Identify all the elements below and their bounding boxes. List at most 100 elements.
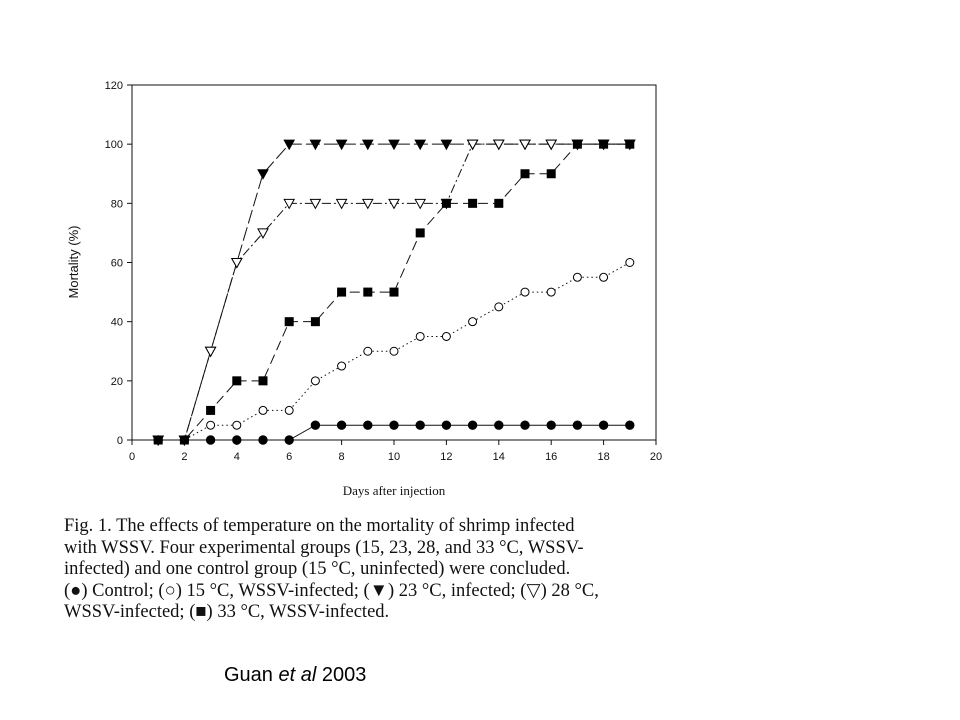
- y-tick-label: 40: [111, 317, 123, 329]
- data-point: [494, 198, 504, 208]
- data-point: [335, 139, 348, 151]
- data-point: [546, 287, 556, 297]
- data-point: [415, 331, 425, 341]
- data-point: [625, 258, 635, 267]
- series-open-circle: [153, 258, 635, 445]
- x-tick-label: 20: [650, 451, 662, 463]
- y-axis-title: Mortality (%): [66, 226, 81, 299]
- x-tick-label: 8: [339, 451, 345, 463]
- data-point: [519, 139, 531, 151]
- x-tick-label: 4: [234, 451, 240, 463]
- data-point: [258, 435, 268, 445]
- data-point: [337, 287, 347, 297]
- x-tick-label: 0: [129, 451, 135, 463]
- citation-credit: Guan et al 2003: [224, 664, 366, 687]
- figure-caption: Fig. 1. The effects of temperature on th…: [64, 516, 668, 624]
- data-point: [599, 139, 609, 149]
- data-point: [337, 361, 347, 371]
- data-point: [625, 420, 635, 430]
- data-point: [310, 317, 320, 327]
- y-tick-label: 120: [105, 80, 123, 92]
- data-point: [520, 287, 530, 297]
- data-point: [258, 376, 268, 386]
- data-point: [389, 287, 399, 297]
- data-point: [153, 435, 163, 445]
- data-point: [361, 198, 374, 210]
- data-point: [310, 420, 321, 430]
- data-point: [467, 420, 478, 430]
- data-point: [336, 420, 347, 430]
- data-point: [388, 139, 400, 151]
- data-point: [494, 302, 504, 312]
- data-point: [468, 317, 478, 327]
- data-point: [257, 228, 269, 239]
- data-point: [389, 420, 399, 430]
- data-point: [441, 420, 452, 430]
- plot-frame: [131, 84, 657, 441]
- x-tick-label: 16: [545, 451, 557, 463]
- data-point: [363, 287, 373, 297]
- data-point: [440, 139, 453, 151]
- x-tick-label: 6: [286, 451, 292, 463]
- x-tick-label: 14: [493, 451, 505, 463]
- data-point: [230, 258, 243, 269]
- data-point: [309, 139, 322, 151]
- data-point: [520, 420, 530, 430]
- data-point: [415, 420, 425, 430]
- x-tick-label: 2: [181, 451, 187, 463]
- data-point: [546, 169, 556, 179]
- data-point: [257, 169, 269, 180]
- caption-line: infected) and one control group (15 °C, …: [64, 559, 571, 579]
- x-tick-label: 10: [388, 451, 400, 463]
- data-point: [441, 198, 451, 208]
- data-point: [284, 405, 294, 415]
- y-tick-label: 20: [111, 376, 123, 388]
- data-point: [232, 420, 242, 430]
- credit-etal: et al: [278, 664, 317, 686]
- data-point: [545, 139, 558, 151]
- data-point: [309, 198, 322, 210]
- data-point: [232, 435, 242, 445]
- data-point: [284, 435, 294, 445]
- data-point: [204, 346, 217, 358]
- data-point: [414, 139, 427, 151]
- series-filled-square: [153, 139, 635, 445]
- x-tick-label: 12: [440, 451, 452, 463]
- data-point: [206, 420, 216, 430]
- data-point: [468, 198, 478, 208]
- data-point: [283, 198, 296, 210]
- data-point: [466, 139, 479, 151]
- data-point: [598, 420, 609, 430]
- data-point: [441, 331, 451, 341]
- data-point: [388, 198, 400, 210]
- caption-line: WSSV-infected; (■) 33 °C, WSSV-infected.: [64, 602, 390, 622]
- data-point: [572, 139, 582, 149]
- data-point: [283, 139, 296, 151]
- data-point: [335, 198, 348, 210]
- data-point: [284, 317, 294, 327]
- data-point: [389, 346, 399, 356]
- data-point: [572, 420, 583, 430]
- chart-ticks: 0 2 4 6 8 10 12 14 16 18 20 0 20 40 60 80 100 120: [105, 80, 662, 463]
- x-tick-label: 18: [597, 451, 609, 463]
- data-point: [625, 139, 635, 149]
- y-tick-label: 80: [111, 198, 123, 210]
- data-point: [492, 139, 505, 151]
- y-tick-label: 0: [117, 435, 123, 447]
- mortality-chart: 0 2 4 6 8 10 12 14 16 18 20 0 20 40 60 80 100 120 Mortali…: [66, 80, 662, 498]
- data-point: [363, 420, 373, 430]
- data-point: [415, 228, 425, 238]
- credit-author: Guan: [224, 664, 273, 686]
- y-tick-label: 60: [111, 258, 123, 270]
- data-point: [546, 420, 556, 430]
- caption-line: Fig. 1. The effects of temperature on th…: [64, 516, 575, 536]
- x-axis-title: Days after injection: [343, 483, 446, 498]
- data-point: [494, 420, 504, 430]
- data-point: [232, 376, 242, 386]
- caption-line: (●) Control; (○) 15 °C, WSSV-infected; (…: [64, 580, 599, 601]
- chart-axes: [131, 84, 657, 441]
- caption-line: with WSSV. Four experimental groups (15,…: [64, 537, 584, 558]
- data-point: [205, 435, 216, 445]
- chart-series: [152, 139, 636, 447]
- data-point: [361, 139, 374, 151]
